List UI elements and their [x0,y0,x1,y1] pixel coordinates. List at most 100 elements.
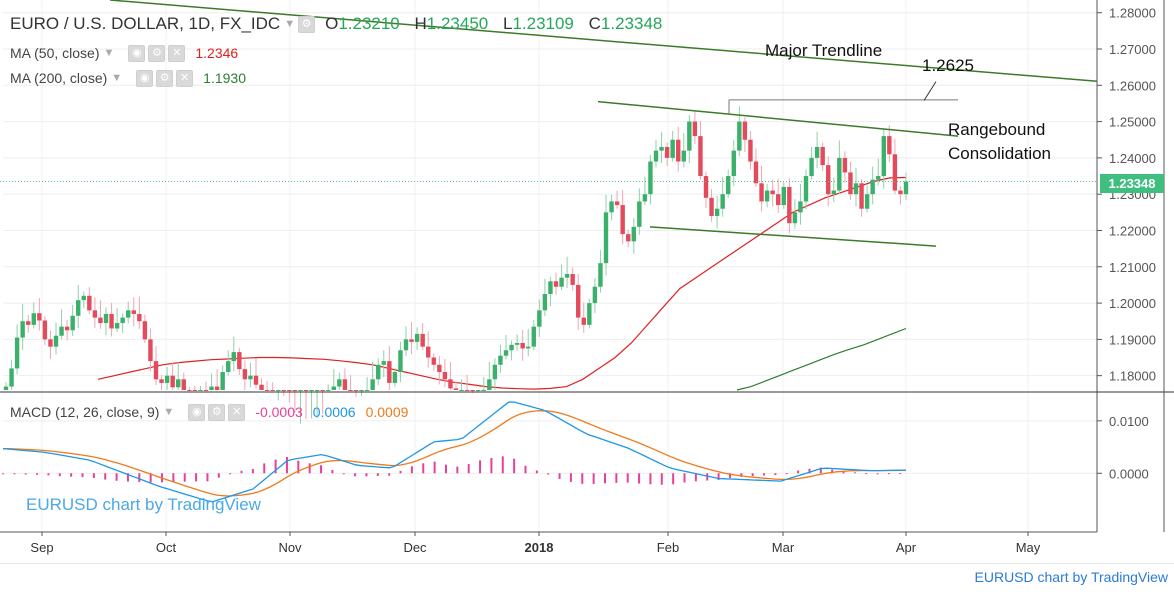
macd-histogram-bar [876,473,879,475]
settings-icon[interactable]: ⚙ [156,69,174,87]
candle-body [226,361,231,373]
candle-body [676,139,681,162]
candle-body [209,386,214,390]
candle [353,390,359,397]
candle-body [887,136,892,155]
macd-histogram-bar [354,473,357,477]
candle-body [459,390,464,391]
candle-body [464,390,470,391]
candle-body [14,337,20,369]
candle [720,176,725,217]
ma200-value: 1.1930 [203,70,246,86]
candle-body [326,390,331,391]
settings-icon[interactable]: ⚙ [298,15,316,33]
settings-icon[interactable]: ⚙ [148,44,166,62]
candle [331,369,336,390]
macd-line [2,401,907,503]
candle-body [159,379,164,383]
macd-histogram-bar [138,473,141,482]
candle-body [681,150,686,162]
annotation-text: Major Trendline [765,41,882,60]
candle [564,256,570,288]
macd-histogram-bar [444,464,447,474]
candle [809,147,814,180]
candle [748,131,753,170]
candle-body [37,313,42,321]
time-tick-label: Oct [156,540,177,555]
macd-histogram-bar [36,473,39,475]
candle [92,297,98,328]
ohlc-readout: O1.23210 H1.23450 L1.23109 C1.23348 [325,14,663,33]
footer-link[interactable]: EURUSD chart by TradingView [974,569,1168,585]
candle-body [809,157,814,177]
candle [864,185,870,213]
candle [687,115,692,163]
candle-body [592,286,598,304]
candle-body [620,205,625,235]
candle-body [298,390,303,391]
candle [159,374,164,390]
macd-label[interactable]: MACD (12, 26, close, 9) [10,404,160,420]
candle-body [598,263,603,287]
candle [176,361,181,390]
candle-body [164,375,170,383]
candle-body [548,281,553,294]
ma200-legend: MA (200, close) ▼ ◉ ⚙ ✕ 1.1930 [10,68,246,88]
candle [881,129,886,189]
candle [692,110,698,145]
candle [603,194,609,276]
time-tick-label: 2018 [525,540,554,555]
candle [253,358,259,389]
close-icon[interactable]: ✕ [176,69,194,87]
candle-body [609,201,614,213]
candle-body [59,326,64,336]
candle-body [314,390,320,391]
candle [526,329,531,357]
chevron-down-icon[interactable]: ▼ [163,406,175,418]
macd-histogram-bar [24,473,27,475]
candle-body [20,321,25,338]
ma200-label[interactable]: MA (200, close) [10,70,108,86]
candle-body [114,323,120,329]
ma50-label[interactable]: MA (50, close) [10,45,100,61]
macd-histogram-bar [501,456,504,474]
candle-body [892,154,898,191]
ma200-polyline [736,327,907,391]
candle-body [320,390,325,391]
candle-body [9,368,14,387]
macd-histogram-bar [58,473,61,477]
candle-body [659,147,664,151]
candle [664,142,670,166]
candle-body [653,150,659,162]
candle [270,382,275,391]
candle [676,126,681,172]
candle-body [392,372,398,383]
macd-histogram-bar [785,473,788,475]
eurusd-chart[interactable]: Major Trendline 1.2625 Rangebound Consolida… [0,0,1174,564]
visibility-icon[interactable]: ◉ [136,69,154,87]
candle-body [520,343,525,349]
candle-body [787,186,792,224]
chevron-down-icon[interactable]: ▼ [103,47,115,59]
macd-histogram-bar [240,470,243,474]
candle [903,172,909,200]
chevron-down-icon[interactable]: ▼ [284,18,296,30]
candle [126,301,131,324]
ma50-legend: MA (50, close) ▼ ◉ ⚙ ✕ 1.2346 [10,43,238,63]
settings-icon[interactable]: ⚙ [208,403,226,421]
symbol-title[interactable]: EURO / U.S. DOLLAR, 1D, FX_IDC [10,14,281,33]
close-icon[interactable]: ✕ [228,403,246,421]
close-icon[interactable]: ✕ [168,44,186,62]
price-tick-label: 1.20000 [1109,296,1156,311]
macd-histogram-bar [763,473,766,476]
macd-histogram-bar [206,473,209,482]
visibility-icon[interactable]: ◉ [188,403,206,421]
candle [3,382,9,390]
candle-body [87,295,92,311]
chevron-down-icon[interactable]: ▼ [111,72,123,84]
visibility-icon[interactable]: ◉ [128,44,146,62]
candle [142,314,148,343]
candle [342,368,348,390]
candle-body [414,333,420,342]
candle [598,250,603,293]
